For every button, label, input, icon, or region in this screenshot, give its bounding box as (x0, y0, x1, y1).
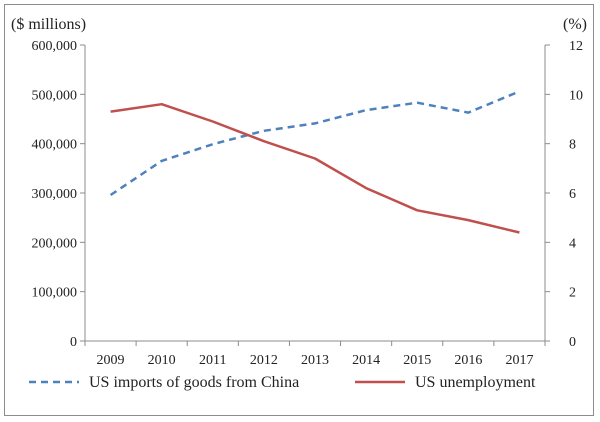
x-axis-tick-label: 2014 (352, 353, 380, 368)
left-axis-tick-label: 300,000 (32, 187, 78, 202)
x-axis-tick-label: 2015 (403, 353, 431, 368)
line-chart: ($ millions) (%) 0 100,000 200,000 300,000 4… (11, 16, 587, 391)
left-axis-tick-label: 600,000 (32, 39, 78, 54)
series-line-us-unemployment (110, 102, 520, 234)
left-axis-tick-label: 0 (70, 335, 77, 350)
legend-label: US imports of goods from China (89, 374, 299, 391)
left-axis-tick-label: 500,000 (32, 88, 78, 103)
right-axis-tick-label: 0 (569, 335, 576, 350)
right-axis-tick-label: 12 (569, 39, 583, 54)
x-axis-tick-label: 2011 (199, 353, 226, 368)
right-axis-tick-label: 4 (569, 236, 576, 251)
x-axis-tick-label: 2017 (505, 353, 533, 368)
right-axis-tick-label: 10 (569, 88, 583, 103)
left-axis-unit-label: ($ millions) (11, 16, 86, 33)
right-axis-tick-label: 8 (569, 138, 576, 153)
left-axis-tick-label: 400,000 (32, 138, 78, 153)
x-axis-tick-label: 2010 (148, 353, 176, 368)
right-axis-tick-label: 2 (569, 286, 576, 301)
legend-label: US unemployment (415, 374, 536, 391)
series-line-us-imports-of-goods-from-china (109, 90, 520, 197)
x-axis-tick-label: 2009 (97, 353, 125, 368)
chart-frame: ($ millions) (%) 0 100,000 200,000 300,000 4… (4, 4, 594, 416)
x-axis-tick-label: 2012 (250, 353, 278, 368)
left-axis-tick-label: 100,000 (32, 286, 78, 301)
x-axis-tick-label: 2013 (301, 353, 329, 368)
x-axis-tick-label: 2016 (454, 353, 482, 368)
right-axis-tick-label: 6 (569, 187, 576, 202)
left-axis-tick-label: 200,000 (32, 236, 78, 251)
right-axis-unit-label: (%) (563, 16, 587, 33)
